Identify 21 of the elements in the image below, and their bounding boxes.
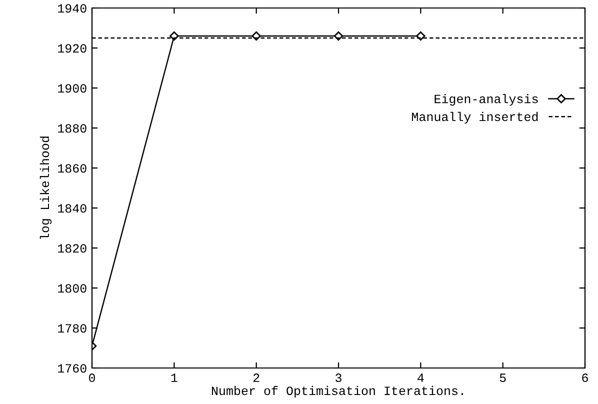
- y-tick-label: 1940: [58, 4, 86, 13]
- y-tick-label: 1780: [58, 324, 86, 333]
- y-tick-label: 1840: [58, 204, 86, 213]
- x-tick-label: 1: [171, 374, 178, 382]
- x-tick-label: 0: [89, 374, 95, 382]
- y-tick-label: 1920: [58, 44, 86, 53]
- legend-label: Manually inserted: [412, 112, 538, 124]
- x-tick-label: 2: [253, 374, 260, 382]
- x-tick-label: 5: [500, 374, 506, 382]
- y-tick-label: 1860: [58, 164, 86, 173]
- x-tick-label: 3: [336, 374, 342, 382]
- y-tick-label: 1820: [58, 244, 86, 253]
- y-tick-label: 1800: [58, 284, 86, 293]
- x-tick-label: 6: [582, 374, 588, 382]
- y-axis-title: log Likelihood: [40, 136, 52, 239]
- y-tick-label: 1880: [58, 124, 86, 133]
- legend-label: Eigen-analysis: [434, 94, 538, 106]
- x-axis-title: Number of Optimisation Iterations.: [212, 386, 463, 398]
- y-tick-label: 1900: [58, 84, 86, 93]
- x-tick-label: 4: [418, 374, 424, 382]
- y-tick-label: 1760: [58, 364, 86, 373]
